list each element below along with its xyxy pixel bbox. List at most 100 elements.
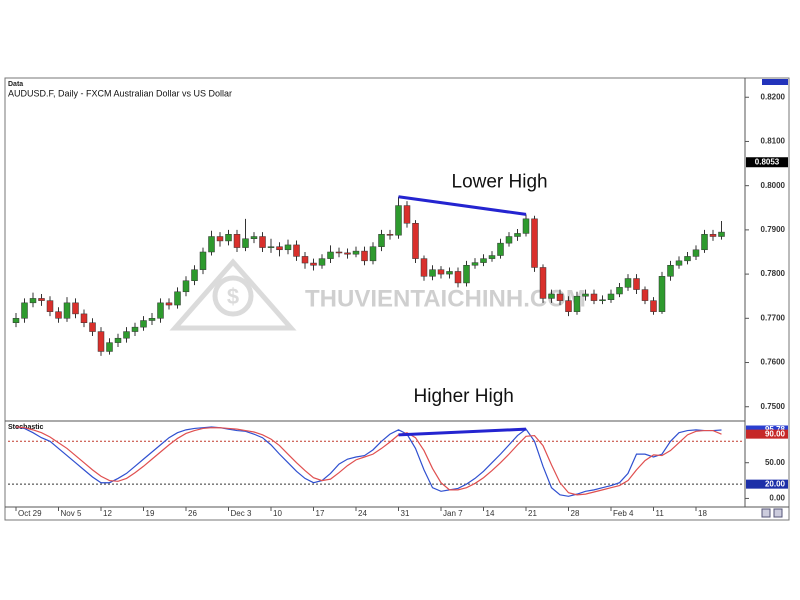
candle-body	[607, 293, 615, 300]
candle-body	[123, 331, 130, 339]
y-tick-label: 0.7900	[761, 225, 786, 234]
candle-body	[718, 231, 725, 237]
x-tick-label: 21	[528, 509, 537, 518]
candle-body	[276, 246, 283, 251]
candle-body	[12, 318, 20, 323]
candle-body	[233, 234, 241, 248]
candle-body	[565, 300, 572, 312]
candle-body	[242, 238, 249, 248]
x-tick-label: Jan 7	[443, 509, 463, 518]
candle-body	[182, 280, 190, 293]
candle-body	[29, 298, 37, 304]
candle-body	[293, 244, 300, 257]
value-marker-label: 95.78	[765, 425, 786, 434]
candle-body	[225, 234, 232, 242]
candle-body	[624, 278, 632, 288]
toolbar-icon[interactable]	[773, 508, 783, 518]
candle-body	[582, 293, 589, 297]
candle-body	[412, 223, 419, 259]
x-tick-label: Feb 4	[613, 509, 634, 518]
candle-body	[573, 295, 581, 312]
value-marker-box	[746, 429, 788, 439]
candle-body	[352, 250, 360, 255]
candle-body	[327, 251, 334, 259]
candle-body	[310, 262, 317, 266]
candle-body	[497, 242, 504, 256]
x-tick-label: 12	[103, 509, 112, 518]
candle-body	[191, 269, 198, 281]
chart-title: AUDUSD.F, Daily - FXCM Australian Dollar…	[8, 88, 232, 98]
candle-body	[641, 289, 649, 301]
y-tick-label: 0.8000	[761, 181, 786, 190]
candle-body	[267, 246, 275, 248]
logo-ring	[212, 275, 254, 317]
candle-body	[633, 278, 640, 290]
candle-body	[386, 234, 394, 236]
candle-body	[480, 258, 487, 263]
y-tick-label: 0.7700	[761, 313, 786, 322]
candle-body	[514, 233, 521, 237]
trend-line	[398, 427, 527, 437]
y-tick-label: 0.7500	[761, 402, 786, 411]
candle-body	[335, 251, 343, 254]
annotation: Lower High	[452, 172, 548, 193]
stochastic-line	[15, 426, 722, 496]
axis-tag	[762, 79, 788, 85]
x-tick-label: Nov 5	[61, 509, 82, 518]
candle-body	[684, 256, 691, 262]
value-marker-label: 20.00	[765, 479, 786, 488]
candle-body	[369, 246, 377, 262]
candle-body	[463, 265, 470, 284]
candle-body	[454, 271, 462, 284]
candle-body	[140, 320, 147, 328]
x-tick-label: 19	[146, 509, 155, 518]
toolbar-icon[interactable]	[761, 508, 771, 518]
x-tick-label: 11	[656, 509, 665, 518]
candle-body	[250, 236, 258, 239]
candle-body	[539, 267, 547, 299]
y-tick-label: 0.7800	[761, 269, 786, 278]
x-tick-label: Oct 29	[18, 509, 42, 518]
y-tick-label: 0.8100	[761, 137, 786, 146]
candle-body	[531, 218, 538, 268]
candle-body	[72, 302, 79, 315]
x-tick-label: 14	[486, 509, 495, 518]
x-tick-label: 10	[273, 509, 282, 518]
candle-body	[208, 236, 215, 253]
logo-roof	[169, 258, 297, 331]
logo-symbol: $	[227, 284, 239, 309]
candle-body	[216, 236, 224, 242]
candle-body	[599, 299, 606, 301]
candle-body	[284, 244, 292, 251]
candle-body	[505, 236, 513, 244]
x-tick-label: Dec 3	[231, 509, 252, 518]
candle-body	[446, 271, 453, 275]
candle-body	[21, 302, 28, 319]
x-tick-label: 24	[358, 509, 367, 518]
candle-body	[106, 342, 113, 352]
candle-body	[148, 318, 156, 321]
y-tick-label: 0.7600	[761, 358, 786, 367]
candle-body	[556, 293, 564, 301]
candle-body	[420, 258, 428, 277]
candle-body	[692, 249, 700, 257]
candle-body	[97, 331, 105, 352]
candle-body	[38, 298, 45, 301]
candle-body	[403, 205, 411, 224]
candle-body	[378, 234, 385, 247]
price-marker-label: 0.8053	[755, 157, 780, 166]
candle-body	[46, 300, 54, 312]
candle-body	[616, 287, 623, 295]
candle-body	[437, 269, 445, 275]
candle-body	[114, 337, 122, 343]
candle-body	[63, 302, 71, 319]
trend-line	[398, 195, 527, 216]
candle-body	[361, 250, 368, 262]
stochastic-line	[15, 426, 722, 497]
watermark: THUVIENTAICHINH.COM	[305, 285, 586, 312]
candle-body	[429, 269, 436, 277]
candle-body	[165, 302, 173, 306]
y-tick-label: 0.00	[769, 494, 785, 503]
x-tick-label: 31	[401, 509, 410, 518]
